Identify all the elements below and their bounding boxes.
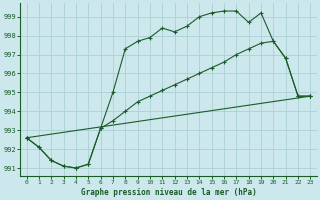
X-axis label: Graphe pression niveau de la mer (hPa): Graphe pression niveau de la mer (hPa) — [81, 188, 256, 197]
